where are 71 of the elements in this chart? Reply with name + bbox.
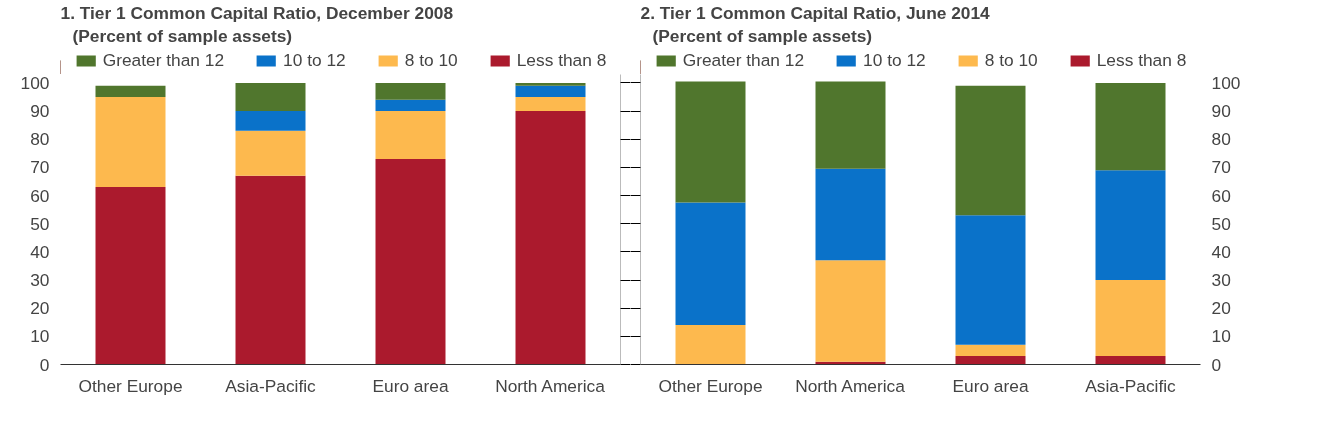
y-tick-label: 20 [30, 298, 50, 319]
bar [515, 82, 586, 86]
y-tick-label: 60 [30, 185, 50, 206]
y2-tick-label: 60 [1211, 185, 1231, 206]
bar [95, 187, 166, 365]
bar [235, 82, 306, 112]
series-label: Greater than 12 [682, 49, 805, 71]
x-tick-label: Euro area [952, 375, 1029, 396]
legend-label: Less than 8 [1096, 49, 1187, 71]
legend-label: 8 to 10 [984, 49, 1038, 71]
legend-label: Less than 8 [516, 49, 607, 71]
y-tick-label: 40 [30, 241, 50, 262]
chart-subtitle: (Percent of sample assets) [72, 25, 293, 46]
bar [1095, 280, 1166, 357]
bar [815, 168, 886, 261]
bar [375, 82, 446, 100]
y-tick-label: 10 [30, 326, 50, 347]
y2-tick-label: 70 [1211, 157, 1231, 178]
chart-subtitle: (Percent of sample assets) [652, 25, 873, 46]
bar [235, 130, 306, 176]
y2-tick-label: 40 [1211, 241, 1231, 262]
legend-label: 10 to 12 [283, 49, 346, 71]
bar [955, 215, 1026, 345]
legend-label: 10 to 12 [863, 49, 926, 71]
legend-label: 8 to 10 [404, 49, 458, 71]
bar [1095, 356, 1166, 365]
legend-label: Greater than 12 [102, 49, 225, 71]
y2-tick-label: 0 [1211, 354, 1222, 375]
bar [815, 260, 886, 362]
x-tick-label: Euro area [372, 375, 449, 396]
bar [515, 111, 586, 365]
bar [675, 202, 746, 326]
y2-tick-label: 90 [1211, 101, 1231, 122]
y-tick-label: 70 [30, 157, 50, 178]
bar [675, 81, 746, 203]
y2-tick-label: 100 [1211, 72, 1241, 93]
bar [515, 97, 586, 112]
x-tick-label: Asia-Pacific [1085, 375, 1177, 396]
bar [235, 175, 306, 365]
y-tick-label: 80 [30, 129, 50, 150]
bar [815, 81, 886, 169]
bar [955, 85, 1026, 216]
bar [375, 158, 446, 365]
y2-tick-label: 50 [1211, 213, 1231, 234]
y2-tick-label: 10 [1211, 326, 1231, 347]
y-tick-label: 90 [30, 101, 50, 122]
y-tick-label: 50 [30, 213, 50, 234]
x-tick-label: Other Europe [78, 375, 183, 396]
bar [1095, 82, 1166, 171]
y2-tick-label: 80 [1211, 129, 1231, 150]
y-tick-label: 100 [20, 72, 50, 93]
bar [675, 325, 746, 365]
y-tick-label: 30 [30, 270, 50, 291]
y-tick-label: 0 [39, 354, 50, 375]
bar [375, 111, 446, 159]
bar [375, 99, 446, 112]
chart-title: 1. Tier 1 Common Capital Ratio, December 2008 [60, 2, 454, 23]
y2-tick-label: 30 [1211, 270, 1231, 291]
y2-tick-label: 20 [1211, 298, 1231, 319]
bar [235, 111, 306, 131]
x-tick-label: Asia-Pacific [225, 375, 317, 396]
x-tick-label: Other Europe [658, 375, 763, 396]
chart-title: 2. Tier 1 Common Capital Ratio, June 2014 [640, 2, 991, 23]
bar [515, 85, 586, 98]
bar [1095, 170, 1166, 281]
x-tick-label: North America [495, 375, 606, 396]
bar [955, 344, 1026, 357]
x-tick-label: North America [795, 375, 906, 396]
bar [95, 97, 166, 188]
bar [955, 356, 1026, 365]
bar [95, 85, 166, 98]
